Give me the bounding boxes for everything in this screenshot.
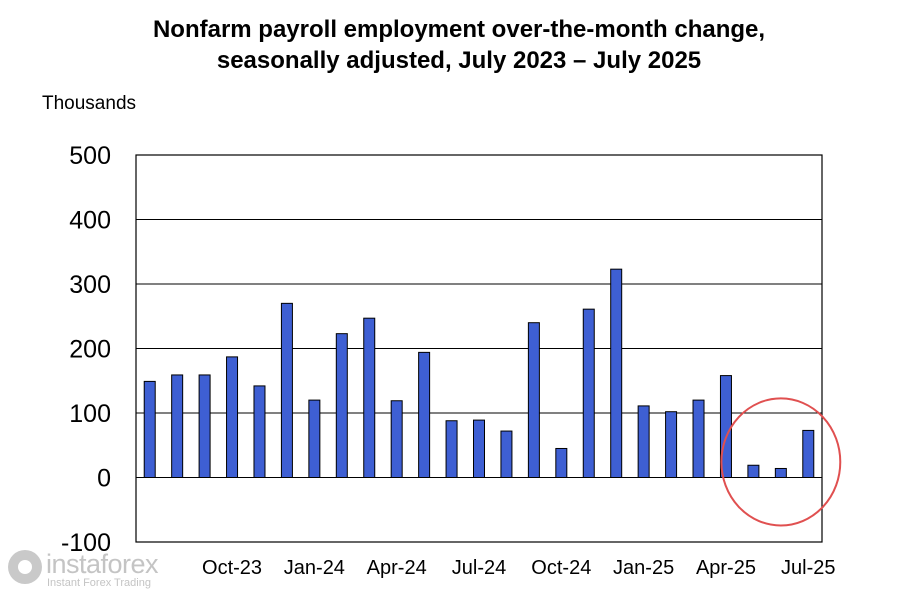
- bar: [747, 464, 760, 478]
- y-tick-label: -100: [61, 529, 111, 557]
- bar: [390, 400, 403, 478]
- y-tick-label: 100: [69, 400, 111, 428]
- bar: [445, 420, 458, 478]
- bar: [473, 419, 485, 478]
- bar: [363, 317, 376, 478]
- bar: [335, 333, 348, 479]
- bar: [143, 380, 156, 478]
- chart-title: Nonfarm payroll employment over-the-mont…: [0, 14, 918, 76]
- x-tick-label: Apr-25: [696, 557, 756, 579]
- chart-title-line1: Nonfarm payroll employment over-the-mont…: [152, 16, 766, 43]
- bar: [637, 405, 650, 478]
- x-tick-label: Jan-24: [284, 557, 345, 579]
- chart-title-line2: seasonally adjusted, July 2023 – July 20…: [216, 47, 702, 74]
- bar: [171, 374, 184, 479]
- y-tick-label: 0: [97, 465, 111, 493]
- y-tick-label: 500: [69, 142, 111, 170]
- x-tick-label: Jul-24: [452, 557, 506, 579]
- bar: [692, 399, 705, 479]
- y-tick-label: 400: [69, 207, 111, 235]
- bar: [308, 399, 321, 479]
- bar: [280, 302, 293, 478]
- bar: [774, 467, 787, 479]
- x-tick-label: Jul-25: [781, 557, 835, 579]
- bar: [582, 308, 595, 478]
- bar: [527, 322, 540, 479]
- bar: [418, 351, 431, 478]
- x-tick-label: Apr-24: [367, 557, 427, 579]
- instaforex-logo-icon: [8, 550, 42, 584]
- x-tick-label: Jan-25: [613, 557, 674, 579]
- watermark-tagline: Instant Forex Trading: [47, 577, 151, 589]
- watermark-name: instaforex: [46, 549, 159, 579]
- bar: [665, 411, 678, 478]
- bar: [226, 356, 239, 479]
- x-tick-label: Oct-23: [202, 557, 262, 579]
- highlight-ellipse: [720, 397, 842, 527]
- y-tick-label: 200: [69, 336, 111, 364]
- bar: [253, 385, 266, 478]
- x-tick-label: Oct-24: [531, 557, 591, 579]
- instaforex-watermark: instaforex Instant Forex Trading: [0, 546, 180, 592]
- y-tick-label: 300: [69, 271, 111, 299]
- bar: [802, 429, 815, 479]
- bar: [610, 268, 623, 479]
- bar: [500, 430, 513, 478]
- bar: [555, 447, 568, 479]
- bar: [198, 374, 211, 479]
- y-axis-label: Thousands: [42, 93, 137, 114]
